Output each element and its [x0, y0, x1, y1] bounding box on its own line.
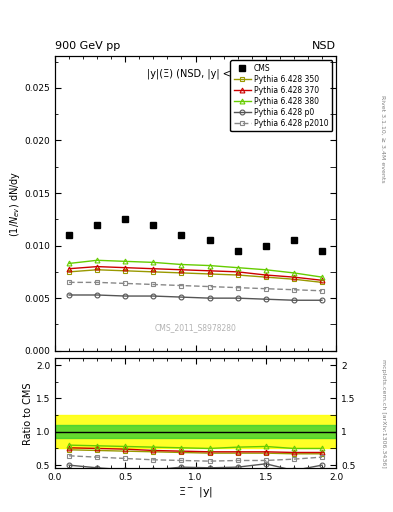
Pythia 6.428 370	[151, 266, 156, 272]
Text: NSD: NSD	[312, 41, 336, 51]
X-axis label: $\Xi^-$ |y|: $\Xi^-$ |y|	[178, 485, 213, 499]
Pythia 6.428 p0	[123, 293, 128, 299]
Pythia 6.428 350	[207, 271, 212, 277]
Pythia 6.428 p2010	[207, 284, 212, 290]
CMS	[263, 243, 268, 249]
Line: Pythia 6.428 p2010: Pythia 6.428 p2010	[67, 280, 324, 293]
Pythia 6.428 380	[207, 263, 212, 269]
CMS	[67, 232, 72, 238]
Bar	[55, 415, 336, 449]
Pythia 6.428 p0	[151, 293, 156, 299]
CMS	[95, 222, 99, 228]
Pythia 6.428 370	[95, 264, 99, 270]
Pythia 6.428 p0	[95, 292, 99, 298]
Text: CMS_2011_S8978280: CMS_2011_S8978280	[154, 323, 237, 332]
Pythia 6.428 380	[320, 274, 324, 280]
Pythia 6.428 380	[235, 265, 240, 271]
Pythia 6.428 350	[263, 274, 268, 280]
Pythia 6.428 p2010	[235, 285, 240, 291]
Pythia 6.428 p0	[207, 295, 212, 301]
Text: Rivet 3.1.10, ≥ 3.4M events: Rivet 3.1.10, ≥ 3.4M events	[381, 95, 386, 183]
Pythia 6.428 p0	[67, 292, 72, 298]
Pythia 6.428 380	[95, 257, 99, 263]
CMS	[320, 248, 324, 254]
Pythia 6.428 p2010	[123, 281, 128, 287]
CMS	[123, 216, 128, 222]
Pythia 6.428 350	[95, 267, 99, 273]
CMS	[151, 222, 156, 228]
Pythia 6.428 p0	[320, 297, 324, 303]
Pythia 6.428 p2010	[151, 282, 156, 288]
Pythia 6.428 380	[292, 270, 296, 276]
Pythia 6.428 350	[320, 280, 324, 286]
Pythia 6.428 380	[67, 261, 72, 267]
Pythia 6.428 p0	[292, 297, 296, 303]
Pythia 6.428 p2010	[292, 287, 296, 293]
Pythia 6.428 p0	[263, 296, 268, 302]
Pythia 6.428 350	[235, 272, 240, 278]
Pythia 6.428 350	[123, 268, 128, 274]
Pythia 6.428 p2010	[95, 280, 99, 286]
CMS	[179, 232, 184, 238]
Line: Pythia 6.428 380: Pythia 6.428 380	[67, 258, 324, 280]
Pythia 6.428 350	[151, 269, 156, 275]
Bar	[55, 425, 336, 438]
Pythia 6.428 p0	[179, 294, 184, 300]
Y-axis label: $(1/N_{ev})$ dN/dy: $(1/N_{ev})$ dN/dy	[7, 170, 22, 237]
Pythia 6.428 p0	[235, 295, 240, 301]
Legend: CMS, Pythia 6.428 350, Pythia 6.428 370, Pythia 6.428 380, Pythia 6.428 p0, Pyth: CMS, Pythia 6.428 350, Pythia 6.428 370,…	[230, 60, 332, 131]
Line: Pythia 6.428 370: Pythia 6.428 370	[67, 264, 324, 283]
Pythia 6.428 370	[67, 266, 72, 272]
CMS	[235, 248, 240, 254]
Pythia 6.428 350	[292, 276, 296, 282]
Text: |y|(Ξ) (NSD, |y| < 2): |y|(Ξ) (NSD, |y| < 2)	[147, 68, 244, 79]
Pythia 6.428 380	[123, 258, 128, 264]
Pythia 6.428 370	[320, 277, 324, 283]
Pythia 6.428 370	[263, 272, 268, 278]
Pythia 6.428 380	[151, 259, 156, 265]
Pythia 6.428 370	[207, 268, 212, 274]
Line: Pythia 6.428 p0: Pythia 6.428 p0	[67, 292, 324, 303]
Pythia 6.428 p2010	[320, 288, 324, 294]
Pythia 6.428 p2010	[263, 286, 268, 292]
Pythia 6.428 350	[67, 269, 72, 275]
Text: mcplots.cern.ch [arXiv:1306.3436]: mcplots.cern.ch [arXiv:1306.3436]	[381, 359, 386, 468]
Pythia 6.428 380	[263, 267, 268, 273]
Pythia 6.428 370	[292, 274, 296, 280]
CMS	[292, 237, 296, 243]
Pythia 6.428 370	[123, 265, 128, 271]
Pythia 6.428 p2010	[67, 280, 72, 286]
Pythia 6.428 p2010	[179, 283, 184, 289]
Pythia 6.428 370	[235, 269, 240, 275]
Line: Pythia 6.428 350: Pythia 6.428 350	[67, 267, 324, 285]
CMS	[207, 237, 212, 243]
Pythia 6.428 380	[179, 262, 184, 268]
Text: 900 GeV pp: 900 GeV pp	[55, 41, 120, 51]
Line: CMS: CMS	[66, 216, 325, 254]
Pythia 6.428 370	[179, 267, 184, 273]
Y-axis label: Ratio to CMS: Ratio to CMS	[23, 382, 33, 445]
Pythia 6.428 350	[179, 270, 184, 276]
